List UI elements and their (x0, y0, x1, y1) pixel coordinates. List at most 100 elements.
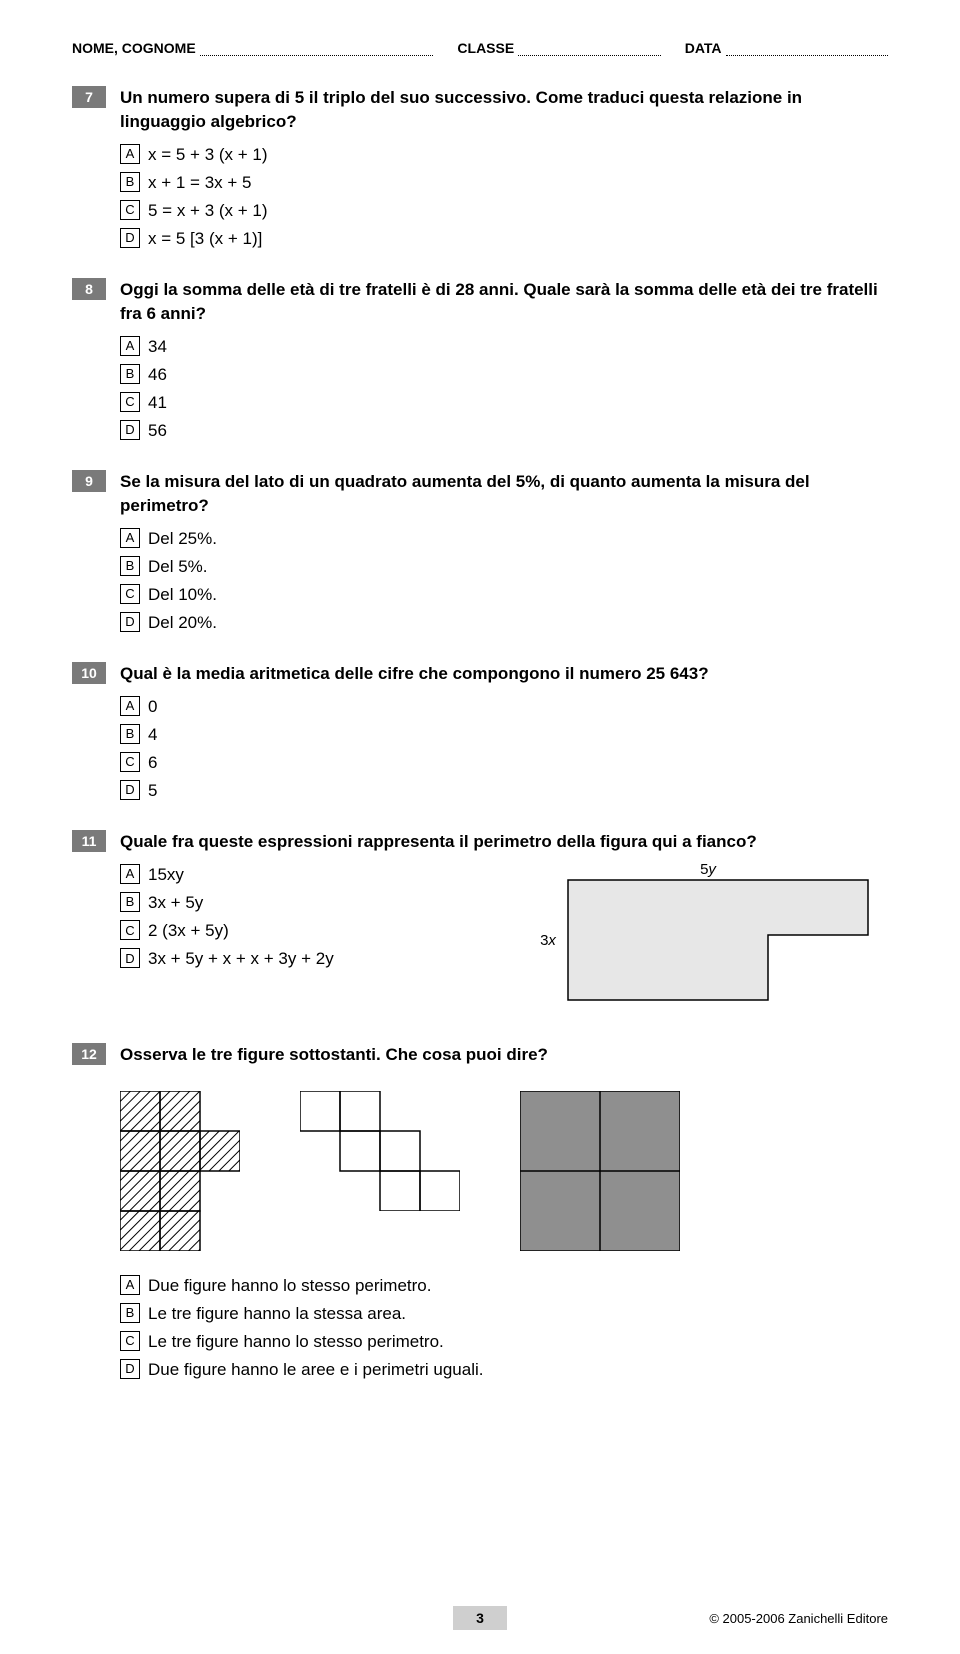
option-letter: B (120, 724, 140, 744)
option-text: Del 5%. (148, 556, 208, 578)
option-d[interactable]: D 56 (120, 420, 888, 442)
option-text: Le tre figure hanno la stessa area. (148, 1303, 406, 1325)
question-number: 12 (72, 1043, 106, 1065)
question-12: 12 Osserva le tre figure sottostanti. Ch… (72, 1043, 888, 1381)
option-d[interactable]: D3x + 5y + x + x + 3y + 2y (120, 948, 488, 970)
option-letter: D (120, 420, 140, 440)
option-letter: B (120, 172, 140, 192)
option-text: 5 = x + 3 (x + 1) (148, 200, 268, 222)
option-letter: D (120, 228, 140, 248)
name-label: NOME, COGNOME (72, 40, 196, 56)
question-9: 9 Se la misura del lato di un quadrato a… (72, 470, 888, 634)
option-letter: C (120, 200, 140, 220)
option-text: x = 5 + 3 (x + 1) (148, 144, 268, 166)
question-text: Oggi la somma delle età di tre fratelli … (120, 278, 888, 326)
class-field: CLASSE (457, 40, 660, 56)
question-number: 11 (72, 830, 106, 852)
q12-figure-3 (520, 1091, 680, 1251)
option-letter: D (120, 1359, 140, 1379)
option-text: 41 (148, 392, 167, 414)
option-b[interactable]: B 46 (120, 364, 888, 386)
option-letter: A (120, 864, 140, 884)
copyright-text: © 2005-2006 Zanichelli Editore (709, 1611, 888, 1626)
option-letter: C (120, 1331, 140, 1351)
option-letter: D (120, 780, 140, 800)
option-c[interactable]: C6 (120, 752, 888, 774)
option-letter: A (120, 144, 140, 164)
option-text: 34 (148, 336, 167, 358)
option-text: x = 5 [3 (x + 1)] (148, 228, 262, 250)
question-7: 7 Un numero supera di 5 il triplo del su… (72, 86, 888, 250)
option-letter: C (120, 920, 140, 940)
option-d[interactable]: D5 (120, 780, 888, 802)
option-letter: B (120, 892, 140, 912)
options-q12: A Due figure hanno lo stesso perimetro. B… (120, 1275, 888, 1381)
question-text: Osserva le tre figure sottostanti. Che c… (120, 1043, 888, 1067)
q12-figure-2 (300, 1091, 460, 1211)
question-text: Quale fra queste espressioni rappresenta… (120, 830, 888, 854)
date-line[interactable] (726, 42, 888, 56)
option-b[interactable]: BDel 5%. (120, 556, 888, 578)
option-c[interactable]: C Le tre figure hanno lo stesso perimetro… (120, 1331, 888, 1353)
class-label: CLASSE (457, 40, 514, 56)
question-number: 8 (72, 278, 106, 300)
question-text: Qual è la media aritmetica delle cifre c… (120, 662, 888, 686)
option-letter: A (120, 696, 140, 716)
name-line[interactable] (200, 42, 434, 56)
option-letter: A (120, 528, 140, 548)
option-letter: B (120, 364, 140, 384)
header-row: NOME, COGNOME CLASSE DATA (72, 40, 888, 56)
option-a[interactable]: A Due figure hanno lo stesso perimetro. (120, 1275, 888, 1297)
option-text: Le tre figure hanno lo stesso perimetro. (148, 1331, 444, 1353)
svg-text:3x: 3x (540, 932, 556, 949)
option-text: 46 (148, 364, 167, 386)
option-b[interactable]: B3x + 5y (120, 892, 488, 914)
option-c[interactable]: C Del 10%. (120, 584, 888, 606)
option-letter: A (120, 1275, 140, 1295)
option-text: 4 (148, 724, 157, 746)
option-d[interactable]: Dx = 5 [3 (x + 1)] (120, 228, 888, 250)
option-d[interactable]: DDue figure hanno le aree e i perimetri … (120, 1359, 888, 1381)
class-line[interactable] (518, 42, 661, 56)
question-number: 10 (72, 662, 106, 684)
question-11: 11 Quale fra queste espressioni rapprese… (72, 830, 888, 1015)
page-footer: 3 © 2005-2006 Zanichelli Editore (0, 1606, 960, 1630)
option-d[interactable]: DDel 20%. (120, 612, 888, 634)
option-text: Del 25%. (148, 528, 217, 550)
question-8: 8 Oggi la somma delle età di tre fratell… (72, 278, 888, 442)
options-q7: Ax = 5 + 3 (x + 1) Bx + 1 = 3x + 5 C 5 = … (120, 144, 888, 250)
option-text: x + 1 = 3x + 5 (148, 172, 252, 194)
option-letter: C (120, 584, 140, 604)
options-q8: A 34 B 46 C41 D 56 (120, 336, 888, 442)
option-text: 2 (3x + 5y) (148, 920, 229, 942)
options-q9: A Del 25%. BDel 5%. C Del 10%. DDel 20%. (120, 528, 888, 634)
option-a[interactable]: A0 (120, 696, 888, 718)
date-field: DATA (685, 40, 888, 56)
date-label: DATA (685, 40, 722, 56)
option-c[interactable]: C 2 (3x + 5y) (120, 920, 488, 942)
option-text: 56 (148, 420, 167, 442)
option-text: 6 (148, 752, 157, 774)
option-a[interactable]: A 34 (120, 336, 888, 358)
page-number: 3 (453, 1606, 507, 1630)
option-a[interactable]: A Del 25%. (120, 528, 888, 550)
option-b[interactable]: B Le tre figure hanno la stessa area. (120, 1303, 888, 1325)
question-text: Un numero supera di 5 il triplo del suo … (120, 86, 888, 134)
option-letter: A (120, 336, 140, 356)
option-letter: D (120, 612, 140, 632)
option-text: Del 10%. (148, 584, 217, 606)
option-letter: D (120, 948, 140, 968)
option-text: Due figure hanno lo stesso perimetro. (148, 1275, 432, 1297)
option-b[interactable]: Bx + 1 = 3x + 5 (120, 172, 888, 194)
q12-figure-1 (120, 1091, 240, 1251)
option-c[interactable]: C 5 = x + 3 (x + 1) (120, 200, 888, 222)
name-field: NOME, COGNOME (72, 40, 433, 56)
option-a[interactable]: Ax = 5 + 3 (x + 1) (120, 144, 888, 166)
option-b[interactable]: B4 (120, 724, 888, 746)
option-a[interactable]: A15xy (120, 864, 488, 886)
option-text: 5 (148, 780, 157, 802)
options-q11: A15xy B3x + 5y C 2 (3x + 5y) D3x + 5y + x… (120, 864, 488, 970)
q12-figures (120, 1091, 888, 1251)
option-letter: B (120, 1303, 140, 1323)
option-c[interactable]: C41 (120, 392, 888, 414)
